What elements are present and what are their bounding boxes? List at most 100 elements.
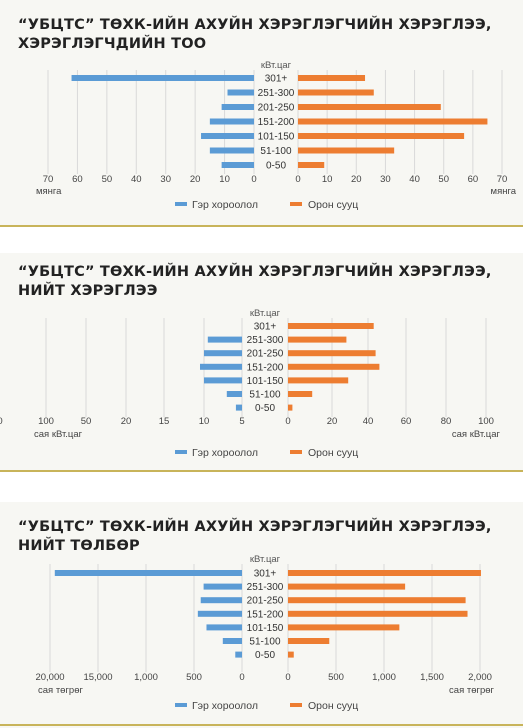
bar-oron-0-50 — [288, 651, 294, 658]
tick-label-right: 2,000 — [468, 672, 492, 683]
category-label: 251-300 — [247, 335, 284, 346]
tick-label-right: 0 — [285, 416, 290, 427]
tick-label-left: 15,000 — [83, 672, 112, 683]
category-header: кВт.цаг — [250, 554, 281, 565]
tick-label-left: 10 — [199, 416, 210, 427]
bar-ger-301+ — [71, 75, 255, 81]
chart-title-3: “УБЦТС” ТӨХК-ИЙН АХУЙН ХЭРЭГЛЭГЧИЙН ХЭРЭ… — [18, 519, 492, 554]
bar-oron-251-300 — [298, 89, 374, 96]
bar-oron-101-150 — [288, 377, 349, 384]
bar-oron-251-300 — [288, 583, 406, 590]
axis-unit-right: сая төгрөг — [449, 685, 494, 696]
tick-label-right: 70 — [497, 174, 508, 185]
bar-oron-201-250 — [288, 597, 466, 604]
bar-ger-101-150 — [201, 133, 254, 139]
category-label: 0-50 — [255, 403, 275, 414]
bar-oron-301+ — [288, 323, 374, 329]
legend-swatch-oron — [290, 450, 302, 454]
category-label: 101-150 — [258, 132, 295, 143]
chart-title-2: “УБЦТС” ТӨХК-ИЙН АХУЙН ХЭРЭГЛЭГЧИЙН ХЭРЭ… — [18, 264, 492, 299]
tick-label-left: 50 — [81, 416, 92, 427]
bar-oron-51-100 — [288, 638, 330, 644]
chart-title-1: “УБЦТС” ТӨХК-ИЙН АХУЙН ХЭРЭГЛЭГЧИЙН ХЭРЭ… — [18, 17, 492, 52]
category-header: кВт.цаг — [261, 60, 292, 71]
legend-swatch-oron — [290, 202, 302, 206]
tick-label-left: 60 — [72, 174, 83, 185]
bar-ger-151-200 — [197, 610, 242, 617]
tick-label-right: 1,000 — [372, 672, 396, 683]
category-label: 301+ — [254, 322, 277, 333]
chart-panel-2: “УБЦТС” ТӨХК-ИЙН АХУЙН ХЭРЭГЛЭГЧИЙН ХЭРЭ… — [0, 253, 523, 472]
panel-rule-3 — [0, 724, 523, 726]
bar-ger-201-250 — [221, 104, 254, 110]
tick-label-right: 60 — [401, 416, 412, 427]
category-label: 51-100 — [249, 637, 281, 648]
tick-label-right: 60 — [468, 174, 479, 185]
legend-label-ger: Гэр хороолол — [192, 700, 258, 712]
bar-ger-0-50 — [235, 651, 242, 658]
tick-label-right: 80 — [441, 416, 452, 427]
bar-ger-51-100 — [226, 391, 242, 397]
category-label: 151-200 — [258, 117, 295, 128]
legend-swatch-ger — [175, 202, 187, 206]
bar-ger-251-300 — [207, 336, 242, 343]
tick-label-left: 50 — [102, 174, 113, 185]
tick-label-right: 50 — [438, 174, 449, 185]
category-label: 0-50 — [266, 161, 286, 172]
bar-ger-151-200 — [200, 363, 242, 370]
bar-oron-301+ — [298, 75, 366, 81]
tick-label-left: 30 — [160, 174, 171, 185]
bar-ger-151-200 — [209, 118, 254, 125]
tick-label-right: 30 — [380, 174, 391, 185]
legend-label-oron: Орон сууц — [308, 447, 358, 459]
category-label: 201-250 — [258, 103, 295, 114]
legend-label-oron: Орон сууц — [308, 700, 358, 712]
category-label: 151-200 — [247, 362, 284, 373]
axis-unit-left: сая төгрөг — [38, 685, 83, 696]
tick-label-left: 5 — [239, 416, 244, 427]
tick-label-right: 0 — [285, 672, 290, 683]
bar-ger-0-50 — [221, 162, 254, 168]
bar-oron-151-200 — [298, 118, 488, 125]
bar-ger-251-300 — [203, 583, 242, 590]
category-label: 201-250 — [247, 596, 284, 607]
legend-swatch-ger — [175, 450, 187, 454]
legend-label-ger: Гэр хороолол — [192, 199, 258, 211]
tick-label-right: 1,500 — [420, 672, 444, 683]
tick-label-left: 500 — [186, 672, 202, 683]
tick-label-right: 10 — [322, 174, 333, 185]
category-label: 0-50 — [255, 650, 275, 661]
bar-oron-301+ — [288, 570, 481, 576]
chart-2: кВт.цаг 301+ 251-300 201-250 151-200 101-150 5… — [0, 308, 501, 459]
tick-label-left: 0 — [239, 672, 244, 683]
bar-oron-101-150 — [288, 624, 400, 631]
category-label: 151-200 — [247, 609, 284, 620]
axis-unit-left: сая кВт.цаг — [34, 429, 83, 440]
bar-oron-0-50 — [288, 404, 293, 411]
bar-ger-51-100 — [222, 638, 242, 644]
tick-label-left: 70 — [43, 174, 54, 185]
tick-label-right: 100 — [478, 416, 494, 427]
tick-label-left: 20,000 — [35, 672, 64, 683]
category-label: 101-150 — [247, 623, 284, 634]
bar-ger-101-150 — [206, 624, 242, 631]
category-label: 51-100 — [260, 146, 292, 157]
panel-rule-1 — [0, 225, 523, 227]
category-label: 101-150 — [247, 376, 284, 387]
chart-3: кВт.цаг 301+ 251-300 201-250 151-200 101-150 5… — [35, 554, 494, 712]
category-header: кВт.цаг — [250, 308, 281, 319]
bar-oron-51-100 — [298, 147, 395, 154]
tick-label-right: 20 — [327, 416, 338, 427]
bar-ger-201-250 — [204, 350, 242, 357]
legend-label-ger: Гэр хороолол — [192, 447, 258, 459]
bar-oron-201-250 — [288, 350, 376, 357]
bar-oron-201-250 — [298, 104, 441, 110]
tick-label-left: 100 — [38, 416, 54, 427]
category-label: 301+ — [254, 569, 277, 580]
tick-label-right: 0 — [295, 174, 300, 185]
category-label: 301+ — [265, 74, 288, 85]
tick-label-right: 40 — [363, 416, 374, 427]
bar-ger-251-300 — [227, 89, 254, 96]
axis-unit-right: сая кВт.цаг — [452, 429, 501, 440]
axis-unit-left: мянга — [36, 186, 62, 197]
